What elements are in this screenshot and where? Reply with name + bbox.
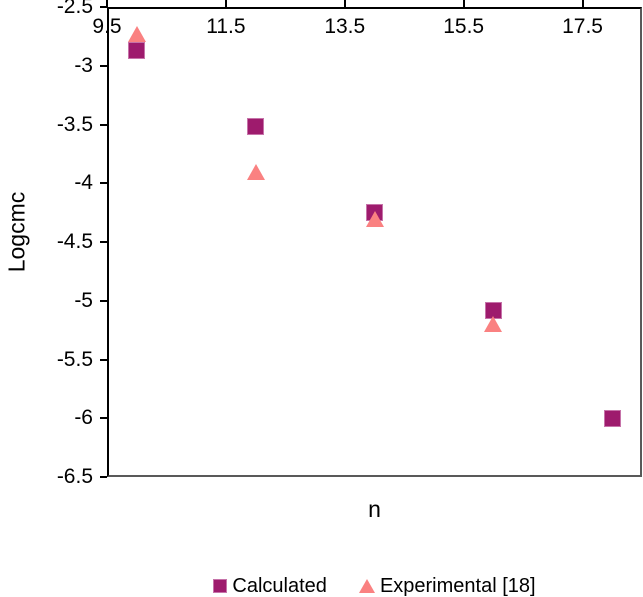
triangle-marker-icon bbox=[358, 579, 375, 593]
y-tick bbox=[100, 299, 107, 302]
data-point-experimental bbox=[246, 163, 265, 180]
y-tick-label: -6.5 bbox=[56, 465, 93, 488]
data-point-calculated bbox=[128, 41, 146, 59]
x-tick bbox=[343, 0, 346, 7]
y-tick-label: -4.5 bbox=[56, 230, 93, 253]
legend-item-experimental: Experimental [18] bbox=[358, 574, 536, 597]
legend-label-experimental: Experimental [18] bbox=[379, 574, 536, 597]
y-tick bbox=[100, 64, 107, 67]
y-tick-label: -3 bbox=[74, 53, 93, 77]
x-tick bbox=[224, 0, 227, 7]
x-tick-label: 17.5 bbox=[562, 15, 603, 38]
y-tick bbox=[100, 241, 107, 243]
y-tick bbox=[100, 6, 107, 8]
y-tick-label: -6 bbox=[74, 406, 93, 430]
y-tick bbox=[100, 476, 107, 478]
y-tick-label: -4 bbox=[74, 171, 93, 195]
legend-label-calculated: Calculated bbox=[232, 574, 327, 597]
data-point-experimental bbox=[127, 26, 146, 43]
x-tick-label: 13.5 bbox=[324, 15, 366, 38]
y-tick-label: -5.5 bbox=[56, 347, 93, 371]
data-point-calculated bbox=[603, 409, 621, 427]
y-tick-label: -3.5 bbox=[56, 112, 93, 136]
x-tick bbox=[581, 0, 584, 7]
square-marker-icon bbox=[213, 579, 228, 593]
y-tick bbox=[100, 182, 107, 185]
y-tick bbox=[100, 123, 107, 126]
y-tick bbox=[100, 417, 107, 420]
data-point-experimental bbox=[365, 210, 384, 227]
legend-item-calculated: Calculated bbox=[213, 575, 327, 597]
x-tick-label: 11.5 bbox=[206, 15, 246, 38]
x-axis-title: n bbox=[368, 496, 381, 522]
data-point-calculated bbox=[247, 118, 265, 136]
data-point-experimental bbox=[484, 316, 503, 333]
y-tick-label: -5 bbox=[74, 288, 93, 312]
y-tick-label: -2.5 bbox=[56, 0, 93, 18]
x-tick-label: 15.5 bbox=[443, 15, 485, 38]
x-tick-label: 9.5 bbox=[92, 15, 122, 38]
y-tick bbox=[100, 358, 107, 361]
plot-area: 9.5 11.5 13.5 15.5 17.5 bbox=[92, 0, 642, 478]
x-tick bbox=[462, 0, 465, 7]
x-tick bbox=[106, 0, 108, 7]
legend: Calculated Experimental [18] bbox=[107, 574, 642, 597]
